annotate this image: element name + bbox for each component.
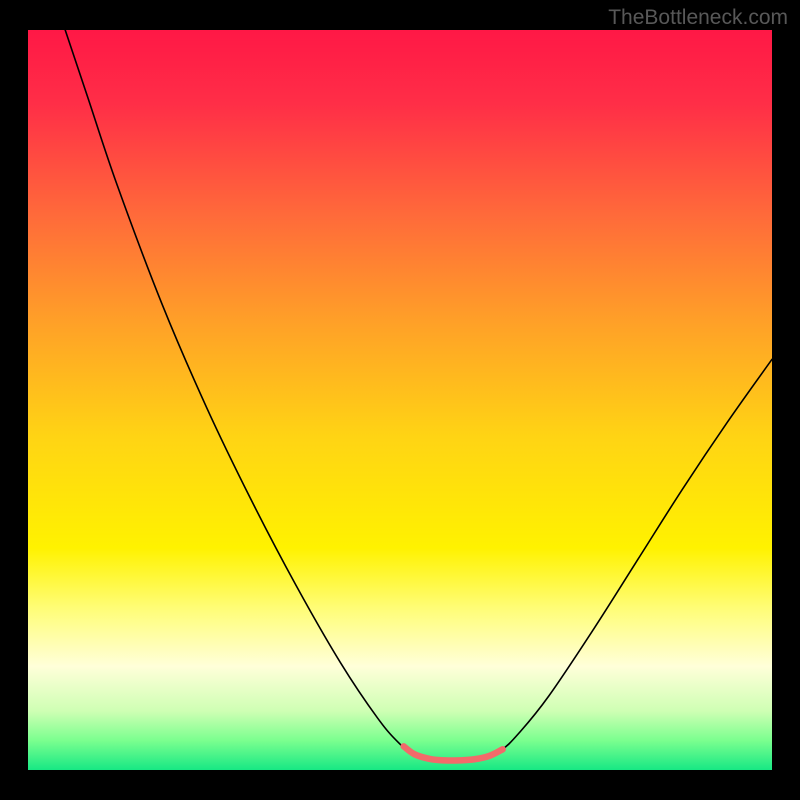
chart-container (28, 30, 772, 770)
bottleneck-curve-chart (28, 30, 772, 770)
watermark-text: TheBottleneck.com (608, 6, 788, 30)
chart-background (28, 30, 772, 770)
